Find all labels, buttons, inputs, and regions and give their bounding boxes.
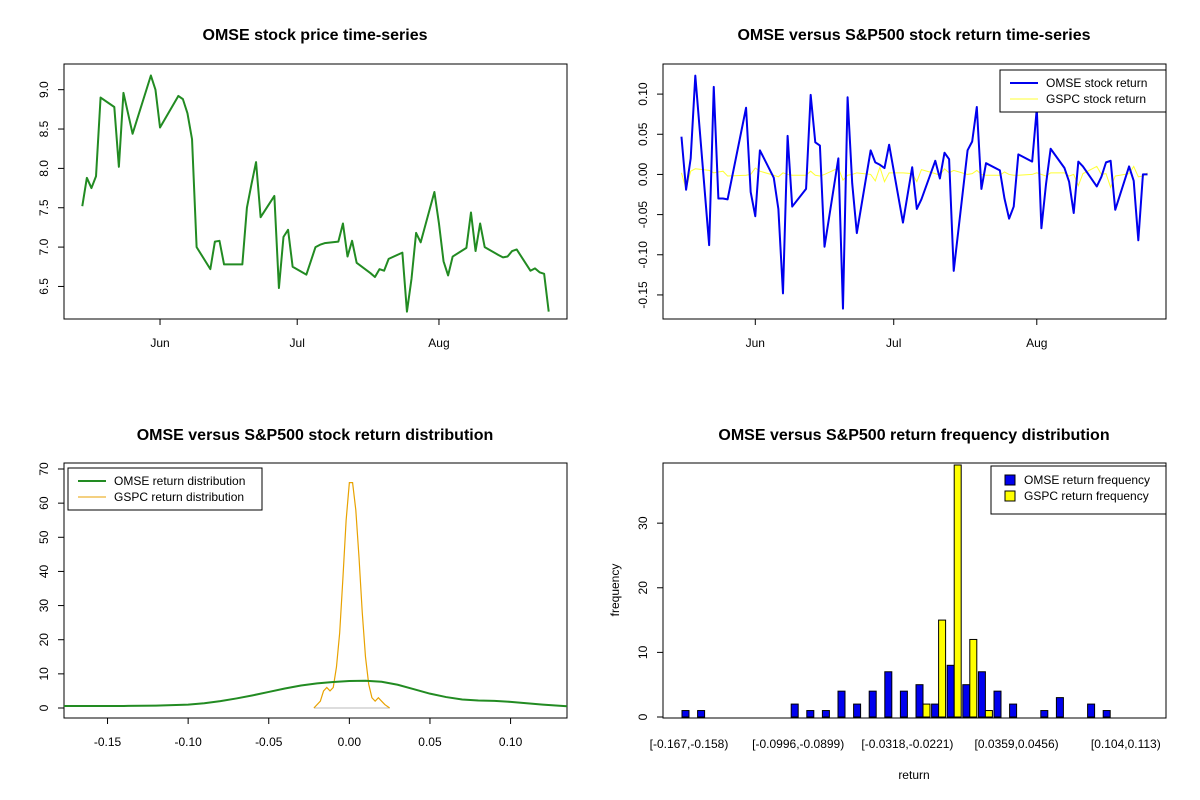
legend-label: OMSE stock return bbox=[1046, 76, 1147, 90]
legend-box bbox=[67, 467, 263, 511]
x-tick-label: Jun bbox=[746, 336, 765, 350]
gspc-density-line bbox=[313, 482, 391, 709]
y-tick-label: 40 bbox=[37, 564, 51, 578]
plot-frame bbox=[63, 63, 568, 320]
y-tick-label: -0.10 bbox=[636, 241, 650, 269]
y-tick-label: 9.0 bbox=[37, 81, 51, 98]
y-tick-label: 10 bbox=[636, 645, 650, 659]
y-tick-label: 0 bbox=[636, 713, 650, 720]
x-tick-label: 0.05 bbox=[418, 735, 442, 749]
y-tick-label: 8.0 bbox=[37, 160, 51, 177]
y-tick-label: -0.15 bbox=[636, 281, 650, 309]
gspc-frequency-bar bbox=[984, 710, 993, 718]
omse-frequency-bar bbox=[1040, 710, 1049, 718]
legend-label: OMSE return frequency bbox=[1024, 473, 1150, 487]
x-tick-label: [0.104,0.113) bbox=[1091, 737, 1161, 751]
y-tick-label: 0.10 bbox=[636, 82, 650, 106]
omse-frequency-bar bbox=[931, 703, 940, 718]
gspc-frequency-bar bbox=[938, 619, 947, 718]
y-tick-label: 7.0 bbox=[37, 238, 51, 255]
y-tick-label: 60 bbox=[37, 496, 51, 510]
x-tick-label: [-0.167,-0.158) bbox=[650, 737, 729, 751]
omse-frequency-bar bbox=[1102, 710, 1111, 718]
plot-frame bbox=[662, 63, 1167, 320]
y-tick-label: 30 bbox=[636, 516, 650, 530]
omse-frequency-bar bbox=[806, 710, 815, 718]
y-axis-label: frequency bbox=[608, 564, 622, 617]
x-tick-label: Jul bbox=[290, 336, 305, 350]
omse-frequency-bar bbox=[790, 703, 799, 718]
omse-frequency-bar bbox=[697, 710, 706, 718]
return-distribution-panel: OMSE versus S&P500 stock return distribu… bbox=[37, 427, 568, 749]
chart-title: OMSE versus S&P500 return frequency dist… bbox=[718, 427, 1109, 444]
x-axis-label: return bbox=[898, 768, 929, 782]
legend-label: GSPC return distribution bbox=[114, 490, 244, 504]
omse-frequency-bar bbox=[868, 690, 877, 718]
omse-frequency-bar bbox=[1055, 697, 1064, 718]
omse-frequency-bar bbox=[946, 664, 955, 718]
y-tick-label: 20 bbox=[37, 633, 51, 647]
x-tick-label: -0.10 bbox=[174, 735, 202, 749]
omse-frequency-bar bbox=[837, 690, 846, 718]
legend-box bbox=[990, 465, 1167, 515]
x-tick-label: Jul bbox=[886, 336, 901, 350]
y-tick-label: 20 bbox=[636, 581, 650, 595]
plot-frame bbox=[662, 462, 1167, 719]
chart-title: OMSE versus S&P500 stock return time-ser… bbox=[737, 27, 1090, 44]
y-tick-label: 0 bbox=[37, 704, 51, 711]
y-tick-label: 70 bbox=[37, 462, 51, 476]
omse-frequency-bar bbox=[993, 690, 1002, 718]
omse-density-line bbox=[64, 679, 568, 708]
x-tick-label: [-0.0318,-0.0221) bbox=[861, 737, 953, 751]
omse-frequency-bar bbox=[977, 671, 986, 718]
gspc-frequency-bar bbox=[953, 464, 962, 718]
plot-frame bbox=[63, 462, 568, 719]
legend-label: GSPC return frequency bbox=[1024, 489, 1149, 503]
omse-frequency-bar bbox=[1087, 703, 1096, 718]
gspc-frequency-bar bbox=[922, 703, 931, 718]
y-tick-label: 30 bbox=[37, 599, 51, 613]
x-tick-label: [0.0359,0.0456) bbox=[975, 737, 1059, 751]
x-tick-label: [-0.0996,-0.0899) bbox=[752, 737, 844, 751]
chart-title: OMSE stock price time-series bbox=[203, 27, 428, 44]
x-tick-label: Aug bbox=[428, 336, 449, 350]
y-tick-label: -0.05 bbox=[636, 201, 650, 229]
omse-frequency-bar bbox=[1009, 703, 1018, 718]
omse-return-line bbox=[680, 74, 1148, 310]
legend-swatch bbox=[1004, 474, 1016, 486]
legend-label: OMSE return distribution bbox=[114, 474, 245, 488]
omse-frequency-bar bbox=[884, 671, 893, 718]
y-tick-label: 6.5 bbox=[37, 278, 51, 295]
x-tick-label: 0.10 bbox=[499, 735, 523, 749]
price-timeseries-panel: OMSE stock price time-series 6.5 7.0 7.5 8.0… bbox=[37, 27, 568, 350]
y-tick-label: 0.00 bbox=[636, 162, 650, 186]
omse-frequency-bar bbox=[853, 703, 862, 718]
y-tick-label: 10 bbox=[37, 667, 51, 681]
y-tick-label: 50 bbox=[37, 530, 51, 544]
x-tick-label: Jun bbox=[150, 336, 169, 350]
legend-label: GSPC stock return bbox=[1046, 92, 1146, 106]
x-tick-label: -0.05 bbox=[255, 735, 283, 749]
omse-frequency-bar bbox=[681, 710, 690, 718]
omse-frequency-bar bbox=[899, 690, 908, 718]
x-tick-label: 0.00 bbox=[338, 735, 362, 749]
gspc-frequency-bar bbox=[969, 638, 978, 718]
x-tick-label: Aug bbox=[1026, 336, 1047, 350]
y-tick-label: 0.05 bbox=[636, 122, 650, 146]
legend-swatch bbox=[1004, 490, 1016, 502]
omse-frequency-bar bbox=[915, 684, 924, 718]
y-tick-label: 8.5 bbox=[37, 120, 51, 137]
return-frequency-panel: OMSE versus S&P500 return frequency dist… bbox=[608, 427, 1167, 782]
return-timeseries-panel: OMSE versus S&P500 stock return time-ser… bbox=[636, 27, 1167, 350]
chart-title: OMSE versus S&P500 stock return distribu… bbox=[137, 427, 494, 444]
omse-frequency-bar bbox=[962, 684, 971, 718]
omse-frequency-bar bbox=[821, 710, 830, 718]
y-tick-label: 7.5 bbox=[37, 199, 51, 216]
omse-price-line bbox=[81, 74, 550, 313]
legend-box bbox=[999, 69, 1167, 113]
x-tick-label: -0.15 bbox=[94, 735, 122, 749]
